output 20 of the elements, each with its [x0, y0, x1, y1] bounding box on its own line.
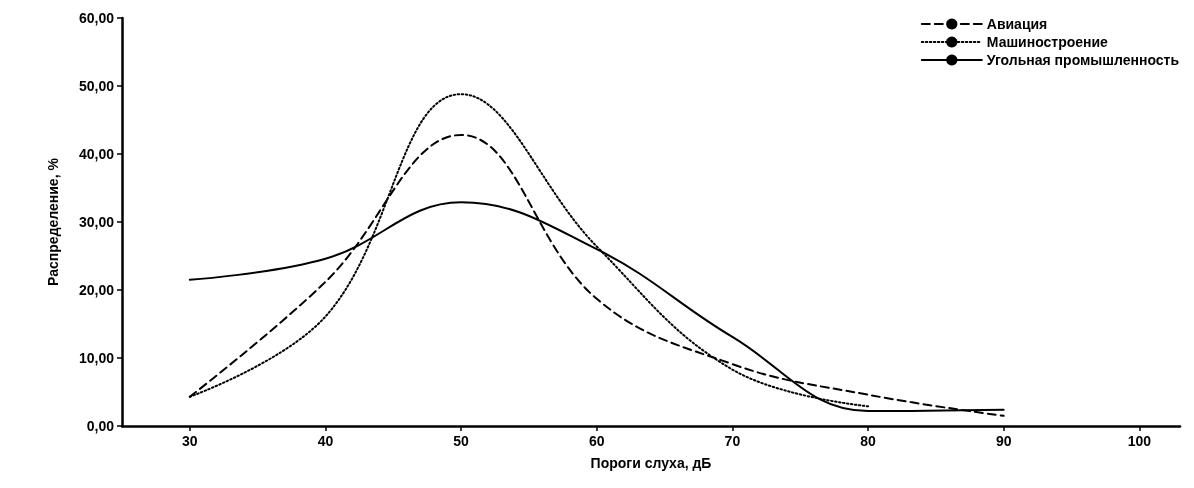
x-tick-label: 60	[588, 433, 605, 449]
x-tick-label: 40	[317, 433, 334, 449]
y-tick-label: 60,00	[78, 10, 115, 26]
x-tick-label: 80	[860, 433, 877, 449]
y-tick-label: 10,00	[78, 350, 115, 366]
legend-label: Авиация	[986, 16, 1048, 32]
x-tick-label: 90	[995, 433, 1012, 449]
legend-label: Угольная промышленность	[986, 52, 1180, 68]
legend-label: Машиностроение	[986, 34, 1109, 50]
y-tick-label: 30,00	[78, 214, 115, 230]
y-tick-label: 0,00	[86, 418, 115, 434]
y-tick-label: 40,00	[78, 146, 115, 162]
x-tick-label: 100	[1127, 433, 1152, 449]
y-axis-title: Распределение, %	[45, 157, 61, 286]
x-tick-label: 30	[182, 433, 198, 449]
x-tick-label: 50	[453, 433, 470, 449]
y-tick-label: 20,00	[78, 282, 115, 298]
x-axis-title: Пороги слуха, дБ	[590, 455, 712, 471]
x-tick-label: 70	[724, 433, 741, 449]
y-tick-label: 50,00	[78, 78, 115, 94]
